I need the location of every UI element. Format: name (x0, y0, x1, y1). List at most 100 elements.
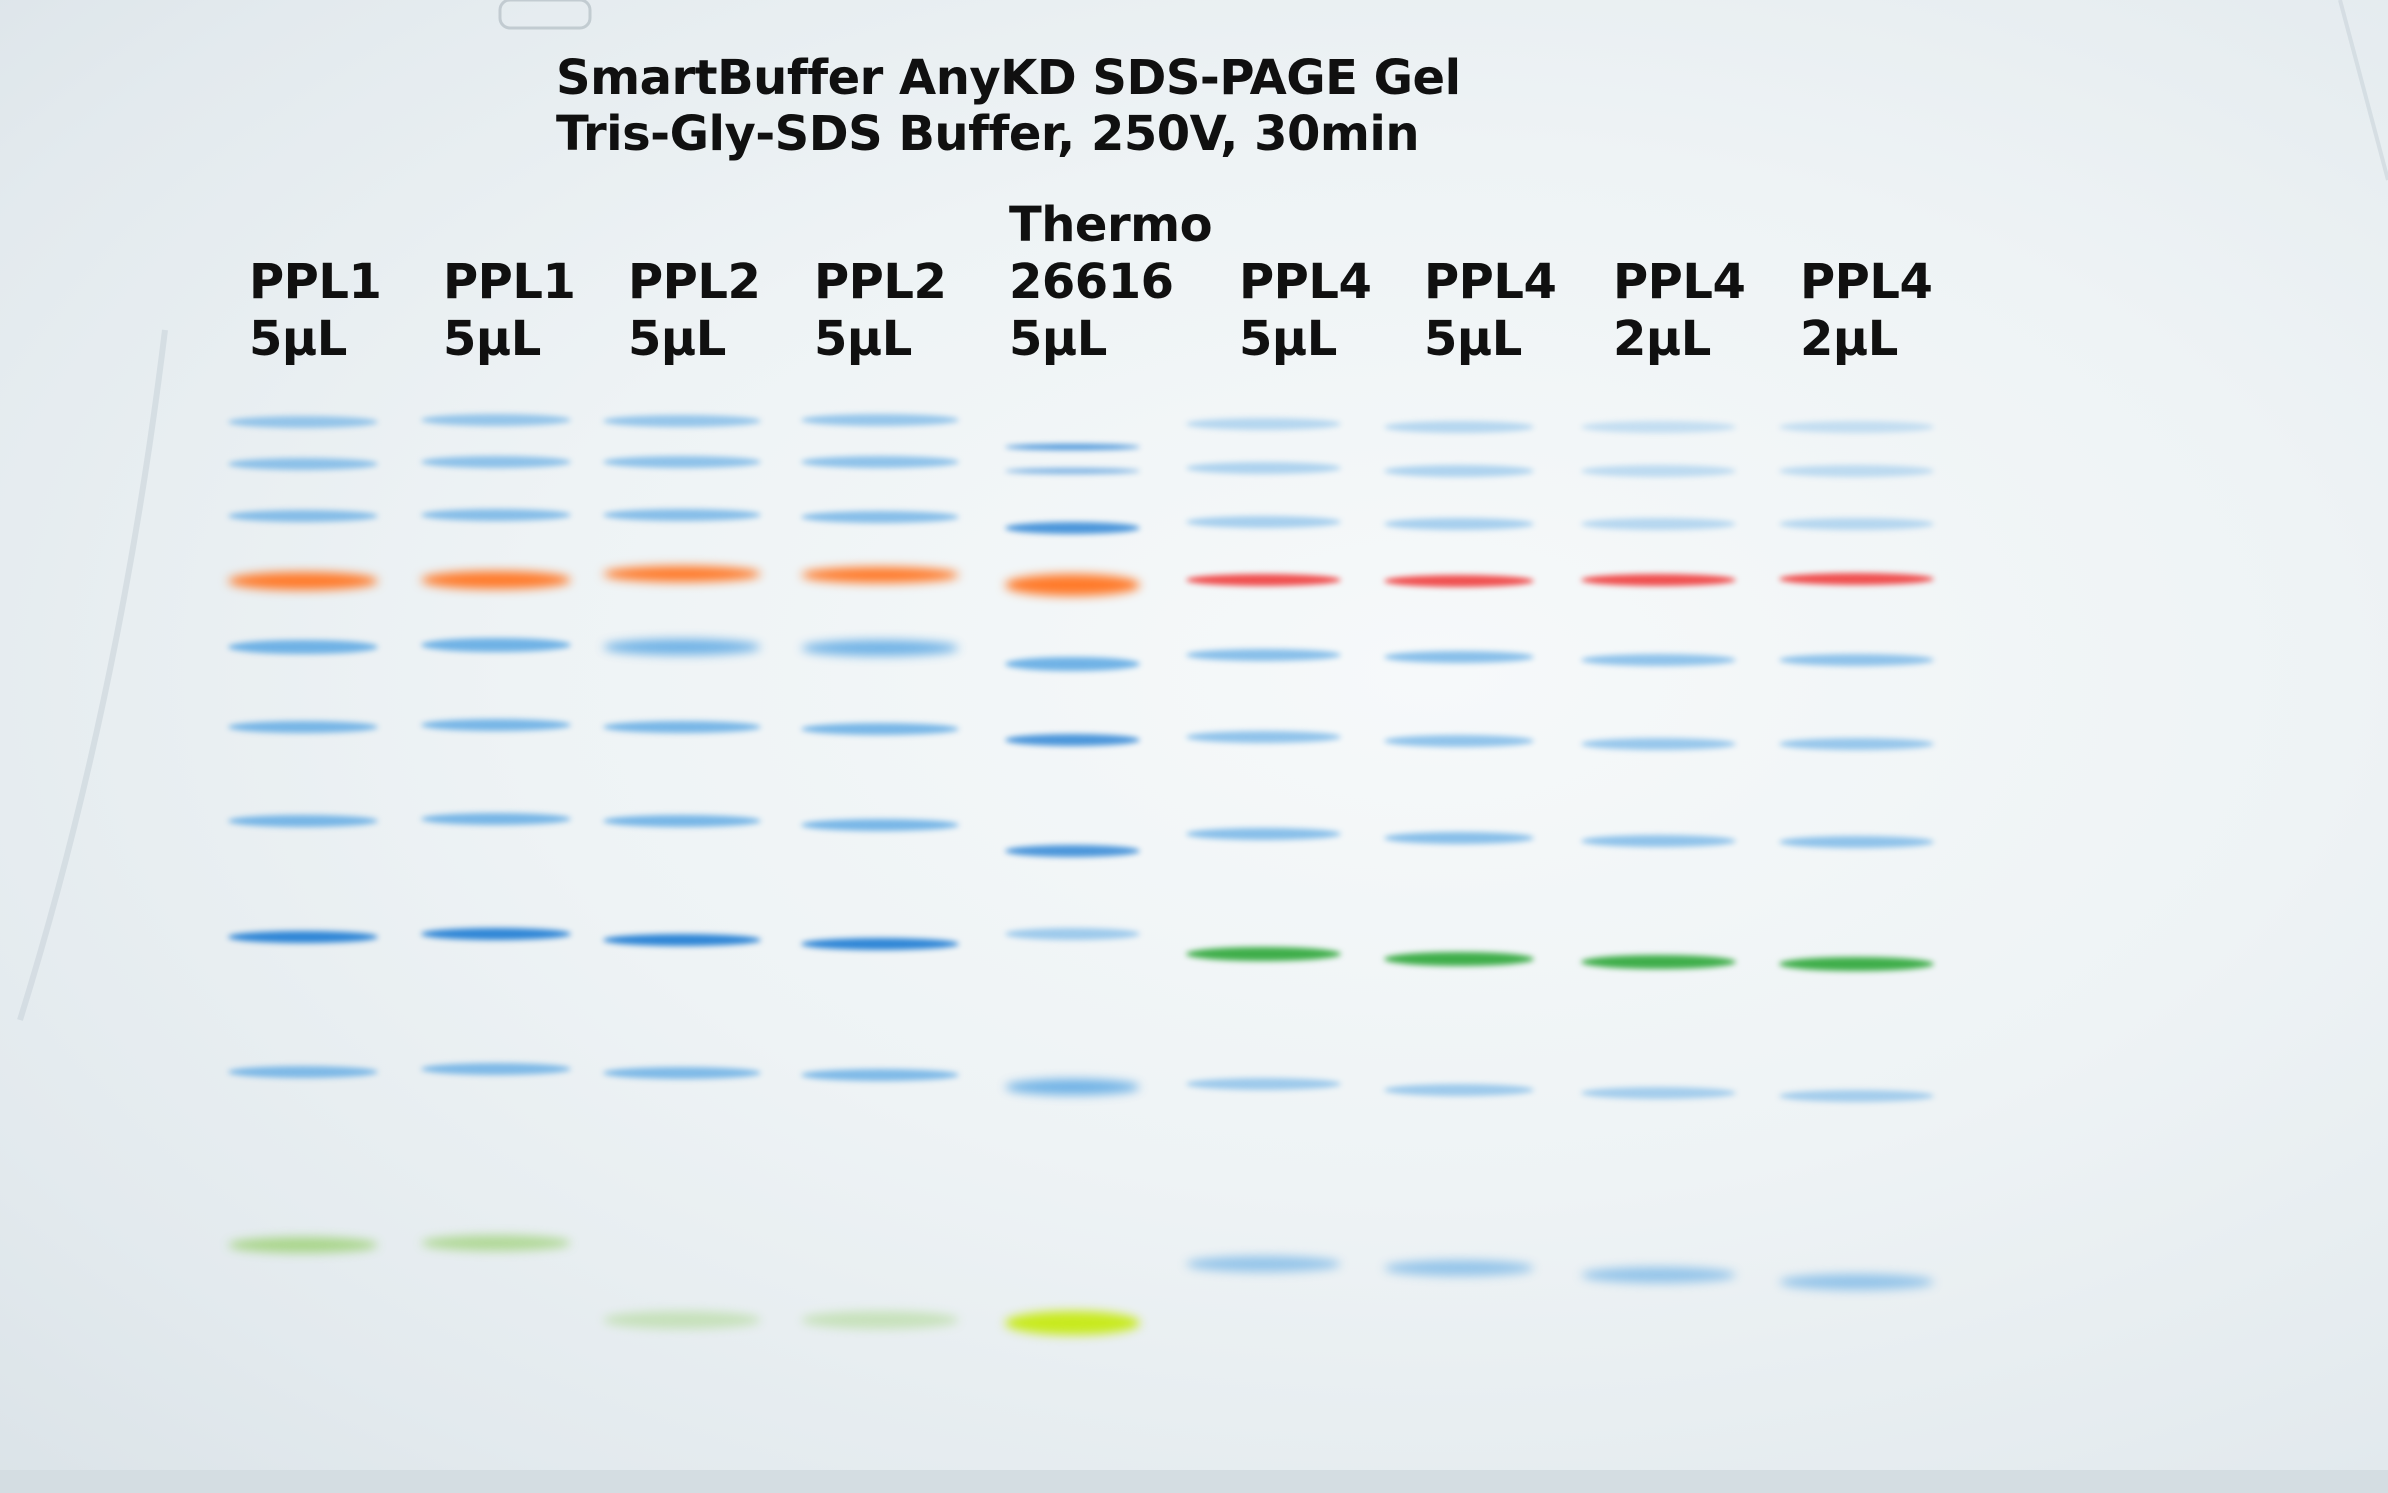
lane-5-band-6 (1004, 734, 1140, 746)
lane-5-label: Thermo 26616 5µL (1009, 197, 1213, 368)
lane-9-band-4 (1778, 573, 1934, 585)
lane-6-band-2 (1185, 462, 1341, 474)
lane-6-band-3 (1185, 516, 1341, 528)
lane-2-name: PPL1 (443, 254, 576, 310)
lane-4-band-2 (801, 456, 959, 468)
lane-7-name: PPL4 (1424, 254, 1557, 310)
lane-1-band-7 (228, 815, 378, 827)
lane-7-band-5 (1384, 651, 1534, 663)
lane-2-band-4 (421, 571, 571, 589)
lane-3-band-4 (603, 566, 761, 582)
lane-8-band-4 (1580, 574, 1736, 586)
lane-7-band-6 (1384, 735, 1534, 747)
lane-3-volume: 5µL (628, 311, 726, 367)
lane-3-band-9 (603, 1067, 761, 1079)
lane-3-band-7 (603, 815, 761, 827)
lane-2-band-1 (421, 414, 571, 426)
lane-7-band-3 (1384, 518, 1534, 530)
lane-1-volume: 5µL (249, 311, 347, 367)
title-line-1: SmartBuffer AnyKD SDS-PAGE Gel (556, 50, 1461, 106)
lane-4-volume: 5µL (814, 311, 912, 367)
lane-8-band-10 (1580, 1267, 1736, 1283)
lane-9-band-1 (1778, 421, 1934, 433)
lane-2-band-9 (421, 1063, 571, 1075)
lane-3-name: PPL2 (628, 254, 761, 310)
lane-8-band-3 (1580, 518, 1736, 530)
lane-8-band-1 (1580, 421, 1736, 433)
lane-1-band-5 (228, 640, 378, 654)
lane-5-band-4 (1004, 574, 1140, 596)
lane-8-volume: 2µL (1613, 311, 1711, 367)
lane-6-band-6 (1185, 731, 1341, 743)
lane-5-band-9 (1004, 1079, 1140, 1095)
lane-2-band-5 (421, 638, 571, 652)
lane-3-band-10 (603, 1311, 761, 1329)
lane-7-band-2 (1384, 465, 1534, 477)
lane-4-band-3 (801, 511, 959, 523)
lane-2-band-7 (421, 813, 571, 825)
lane-5-band-3 (1004, 522, 1140, 534)
lane-6-band-1 (1185, 418, 1341, 430)
lane-6-band-7 (1185, 828, 1341, 840)
lane-7-volume: 5µL (1424, 311, 1522, 367)
lane-6-band-10 (1185, 1256, 1341, 1272)
lane-9-band-9 (1778, 1090, 1934, 1102)
lane-6-band-5 (1185, 649, 1341, 661)
lane-4-band-10 (801, 1311, 959, 1329)
lane-3-band-1 (603, 415, 761, 427)
lane-7-band-9 (1384, 1084, 1534, 1096)
lane-2-label: PPL1 5µL (443, 254, 576, 368)
lane-1-name: PPL1 (249, 254, 382, 310)
lane-6-label: PPL4 5µL (1239, 254, 1372, 368)
lane-1-band-9 (228, 1066, 378, 1078)
lane-3-label: PPL2 5µL (628, 254, 761, 368)
lane-7-band-8 (1384, 952, 1534, 966)
lane-5-band-7 (1004, 845, 1140, 857)
lane-4-band-8 (801, 938, 959, 950)
lane-4-band-7 (801, 819, 959, 831)
lane-7-band-4 (1384, 575, 1534, 587)
lane-1-band-3 (228, 510, 378, 522)
title-line-2: Tris-Gly-SDS Buffer, 250V, 30min (556, 106, 1420, 162)
lane-8-band-5 (1580, 654, 1736, 666)
lane-8-name: PPL4 (1613, 254, 1746, 310)
lane-9-band-2 (1778, 465, 1934, 477)
lane-5-band-8 (1004, 928, 1140, 940)
lane-8-band-6 (1580, 738, 1736, 750)
lane-5-volume: 5µL (1009, 311, 1107, 367)
lane-8-band-8 (1580, 955, 1736, 969)
lane-3-band-5 (603, 639, 761, 655)
lane-4-band-5 (801, 640, 959, 656)
lane-3-band-3 (603, 509, 761, 521)
lane-2-band-6 (421, 719, 571, 731)
lane-9-band-10 (1778, 1274, 1934, 1290)
lane-6-band-9 (1185, 1078, 1341, 1090)
lane-2-volume: 5µL (443, 311, 541, 367)
lane-9-band-5 (1778, 654, 1934, 666)
lane-2-band-8 (421, 928, 571, 940)
lane-2-band-10 (421, 1235, 571, 1251)
lane-1-band-2 (228, 458, 378, 470)
lane-9-name: PPL4 (1800, 254, 1933, 310)
lane-8-band-7 (1580, 835, 1736, 847)
lane-3-band-8 (603, 934, 761, 946)
lane-2-band-2 (421, 456, 571, 468)
lane-4-band-4 (801, 567, 959, 583)
lane-1-band-8 (228, 931, 378, 943)
lane-4-label: PPL2 5µL (814, 254, 947, 368)
lane-1-band-10 (228, 1237, 378, 1253)
lane-6-band-8 (1185, 947, 1341, 961)
lane-8-band-2 (1580, 465, 1736, 477)
lane-6-name: PPL4 (1239, 254, 1372, 310)
lane-5-catalog: 26616 (1009, 254, 1174, 310)
lane-9-band-7 (1778, 836, 1934, 848)
lane-7-band-7 (1384, 832, 1534, 844)
lane-5-band-2 (1004, 468, 1140, 474)
lane-9-band-8 (1778, 957, 1934, 971)
lane-6-band-4 (1185, 574, 1341, 586)
lane-6-volume: 5µL (1239, 311, 1337, 367)
lane-9-volume: 2µL (1800, 311, 1898, 367)
lane-1-band-6 (228, 721, 378, 733)
lane-1-label: PPL1 5µL (249, 254, 382, 368)
